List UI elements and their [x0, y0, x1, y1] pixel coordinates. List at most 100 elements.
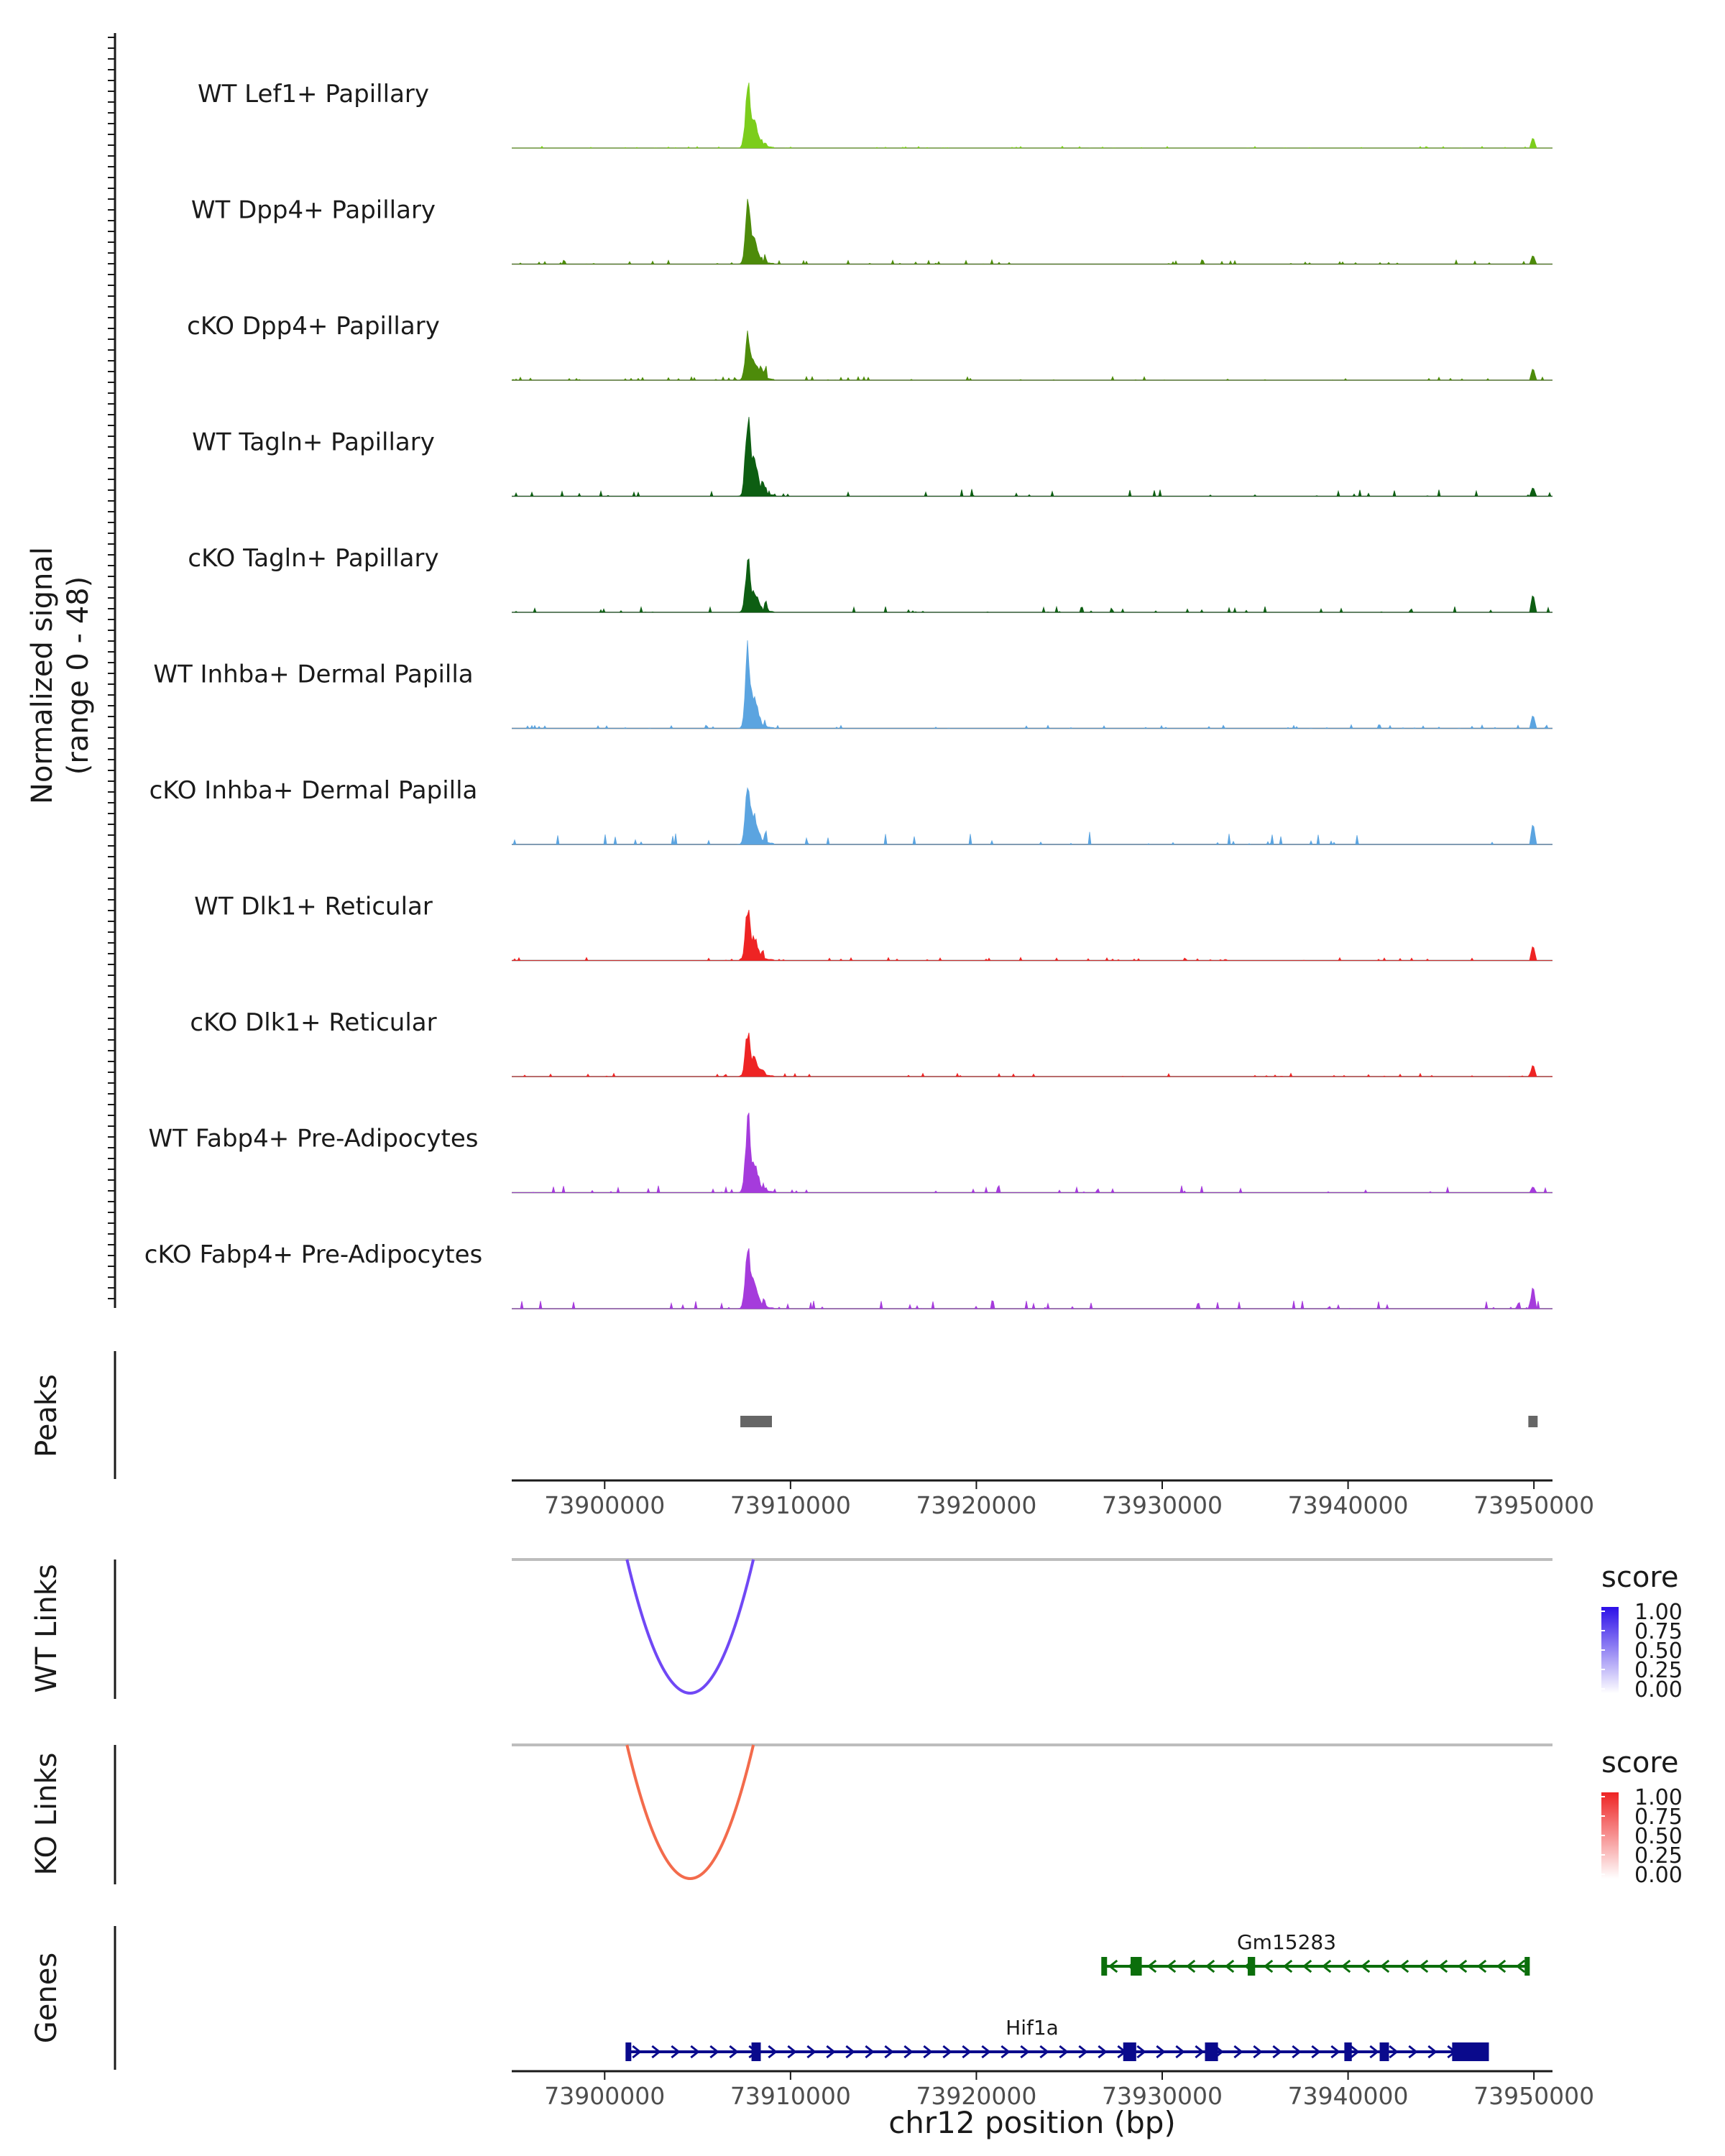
strand-chevron — [1292, 2045, 1302, 2059]
x-axis-ticks-bottom: 73900000 73910000 73920000 73930000 73940000… — [544, 2071, 1594, 2110]
strand-chevron — [1205, 1959, 1215, 1973]
coverage-track: cKO Dlk1+ Reticular — [190, 1008, 1553, 1077]
strand-chevron — [1350, 2045, 1360, 2059]
x-tick-label: 73930000 — [1102, 1491, 1223, 1519]
strand-chevron — [1185, 1959, 1196, 1973]
strand-chevron — [1078, 2045, 1088, 2059]
strand-chevron — [1399, 1959, 1409, 1973]
peak-region — [740, 1416, 772, 1427]
strand-chevron — [1311, 2045, 1321, 2059]
strand-chevron — [1195, 2045, 1205, 2059]
strand-chevron — [1136, 2045, 1146, 2059]
strand-chevron — [1253, 2045, 1263, 2059]
coverage-track: cKO Fabp4+ Pre-Adipocytes — [144, 1240, 1552, 1309]
coverage-track: WT Inhba+ Dermal Papilla — [153, 640, 1552, 729]
strand-chevron — [729, 2045, 739, 2059]
strand-chevron — [903, 2045, 914, 2059]
gene-exon — [1131, 1957, 1142, 1976]
gene-name-label: Gm15283 — [1237, 1930, 1336, 1954]
strand-chevron — [690, 2045, 700, 2059]
strand-chevron — [1146, 1959, 1157, 1973]
strand-chevron — [826, 2045, 836, 2059]
score-legend-title: score — [1601, 1561, 1678, 1594]
colorbar-tick-label: 0.25 — [1634, 1658, 1683, 1683]
x-tick-label: 73910000 — [730, 2082, 851, 2110]
gene-name-label: Hif1a — [1006, 2016, 1059, 2040]
coverage-signal-area — [511, 330, 1552, 381]
coverage-signal-area — [512, 1248, 1552, 1309]
coverage-track: cKO Inhba+ Dermal Papilla — [150, 776, 1552, 845]
strand-chevron — [923, 2045, 933, 2059]
colorbar-tick-label: 0.25 — [1634, 1843, 1683, 1869]
strand-chevron — [709, 2045, 719, 2059]
strand-chevron — [1020, 2045, 1030, 2059]
strand-chevron — [1476, 1959, 1487, 1973]
gene-models: Gm15283 Hif1a — [625, 1930, 1530, 2061]
strand-chevron — [651, 2045, 661, 2059]
strand-chevron — [1496, 1959, 1506, 1973]
colorbar-tick-label: 0.75 — [1634, 1805, 1683, 1830]
link-track: KO Links score 1.000.750.500.250.00 — [30, 1743, 1683, 1888]
x-tick-label: 73940000 — [1288, 2082, 1409, 2110]
gene-exon — [627, 2042, 632, 2061]
x-tick-label: 73910000 — [730, 1491, 851, 1519]
coverage-track-label: cKO Dpp4+ Papillary — [187, 312, 440, 341]
colorbar-tick-label: 0.00 — [1634, 1863, 1683, 1888]
gene-exon — [1247, 1957, 1256, 1976]
coverage-ylabel-line1: Normalized signal — [26, 547, 59, 804]
strand-chevron — [1156, 2045, 1166, 2059]
strand-chevron — [962, 2045, 972, 2059]
strand-chevron — [787, 2045, 797, 2059]
coverage-track-label: WT Fabp4+ Pre-Adipocytes — [149, 1125, 479, 1153]
strand-chevron — [1039, 2045, 1049, 2059]
coverage-track-label: cKO Fabp4+ Pre-Adipocytes — [144, 1240, 483, 1269]
coverage-signal-area — [512, 640, 1552, 729]
coverage-track-label: WT Dpp4+ Papillary — [191, 196, 436, 225]
coverage-track-label: WT Tagln+ Papillary — [192, 428, 435, 457]
strand-chevron — [1515, 1959, 1526, 1973]
colorbar-tick-label: 0.75 — [1634, 1619, 1683, 1644]
x-tick-label: 73920000 — [916, 1491, 1036, 1519]
gene-exon — [751, 2042, 761, 2061]
coverage-ylabel-line2: (range 0 - 48) — [62, 576, 95, 775]
x-tick-label: 73900000 — [544, 1491, 665, 1519]
link-arc — [625, 1559, 755, 1695]
colorbar-tick-label: 0.50 — [1634, 1824, 1683, 1849]
link-track-label: WT Links — [30, 1564, 63, 1692]
strand-chevron — [806, 2045, 816, 2059]
strand-chevron — [845, 2045, 855, 2059]
coverage-track: WT Dlk1+ Reticular — [194, 893, 1552, 962]
strand-chevron — [1272, 2045, 1282, 2059]
peaks-track-label: Peaks — [30, 1374, 63, 1457]
x-axis-title: chr12 position (bp) — [888, 2105, 1176, 2140]
strand-chevron — [1340, 1959, 1351, 1973]
strand-chevron — [1059, 2045, 1069, 2059]
link-track: WT Links score 1.000.750.500.250.00 — [30, 1558, 1683, 1703]
coverage-signal-area — [512, 417, 1552, 497]
strand-chevron — [1427, 2045, 1438, 2059]
coverage-signal-area — [512, 1032, 1553, 1077]
x-tick-label: 73940000 — [1288, 1491, 1409, 1519]
x-tick-label: 73950000 — [1473, 2082, 1594, 2110]
strand-chevron — [1408, 2045, 1418, 2059]
strand-chevron — [768, 2045, 778, 2059]
genes-track-label: Genes — [30, 1953, 63, 2043]
gene-exon — [1344, 2042, 1352, 2061]
colorbar-tick-label: 1.00 — [1634, 1785, 1683, 1810]
gene-model: Hif1a — [625, 2016, 1489, 2061]
gene-exon — [1205, 2042, 1218, 2061]
strand-chevron — [1330, 2045, 1340, 2059]
gene-exon — [1103, 1957, 1108, 1976]
coverage-signal-area — [512, 1112, 1552, 1194]
coverage-track-label: WT Lef1+ Papillary — [198, 80, 429, 109]
strand-chevron — [1302, 1959, 1312, 1973]
coverage-track-label: cKO Dlk1+ Reticular — [190, 1008, 436, 1037]
coverage-track: WT Tagln+ Papillary — [192, 417, 1552, 497]
link-arc — [625, 1744, 755, 1880]
coverage-signal-area — [512, 82, 1552, 149]
x-tick-label: 73930000 — [1102, 2082, 1223, 2110]
strand-chevron — [1233, 2045, 1243, 2059]
strand-chevron — [1108, 1959, 1118, 1973]
